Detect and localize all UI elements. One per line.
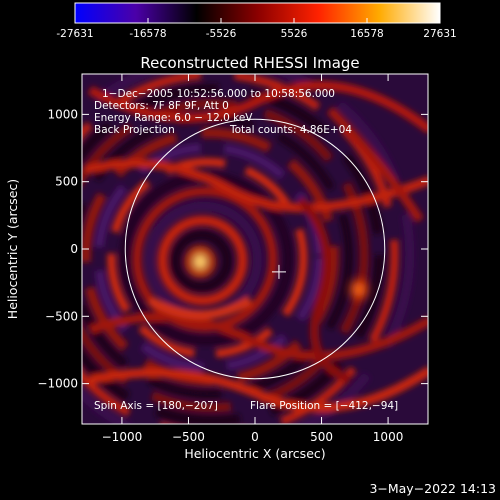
ripple-band bbox=[296, 196, 352, 385]
x-tick-label: 500 bbox=[310, 430, 333, 444]
y-tick-label: 500 bbox=[55, 175, 78, 189]
time-range-label: 1−Dec−2005 10:52:56.000 to 10:58:56.000 bbox=[102, 88, 335, 100]
colorbar-tick-label: 27631 bbox=[423, 28, 456, 40]
hotspot bbox=[186, 245, 215, 278]
ripple-ring bbox=[82, 84, 385, 424]
method-label: Back Projection bbox=[94, 124, 175, 136]
plot-area: −1000 −500 0 500 1000 −1000 −500 0 500 1000 1−Dec… bbox=[37, 73, 429, 444]
ripple-ring bbox=[94, 142, 324, 372]
spin-axis-label: Spin Axis = [180,−207] bbox=[94, 400, 218, 412]
x-tick-label: −1000 bbox=[102, 430, 143, 444]
x-axis-label: Heliocentric X (arcsec) bbox=[184, 446, 325, 461]
ripple-ring bbox=[157, 215, 248, 306]
ripple-band bbox=[147, 296, 253, 320]
colorbar-tick-label: -16578 bbox=[129, 28, 166, 40]
energy-range-label: Energy Range: 6.0 − 12.0 keV bbox=[94, 112, 253, 124]
colorbar-gradient bbox=[74, 2, 441, 24]
crosshair-marker bbox=[271, 264, 286, 279]
colorbar-tick-label: -5526 bbox=[206, 28, 237, 40]
detectors-label: Detectors: 7F 8F 9F, Att 0 bbox=[94, 100, 229, 112]
hotspot bbox=[347, 276, 370, 303]
colorbar: -27631 -16578 -5526 5526 16578 27631 bbox=[56, 2, 457, 40]
ripple-ring bbox=[170, 230, 232, 292]
ripple-ring bbox=[107, 158, 308, 359]
colorbar-tick-label: 16578 bbox=[350, 28, 383, 40]
ripple-band bbox=[87, 80, 428, 134]
footer-timestamp: 3−May−2022 14:13 bbox=[369, 481, 496, 496]
axis-ticks: −1000 −500 0 500 1000 −1000 −500 0 500 1000 bbox=[37, 74, 428, 444]
hotspots bbox=[186, 245, 370, 303]
heatmap-image bbox=[82, 74, 428, 424]
colorbar-ticks: -27631 -16578 -5526 5526 16578 27631 bbox=[56, 18, 457, 40]
y-tick-label: 1000 bbox=[47, 107, 78, 121]
ripple-ring bbox=[82, 99, 369, 413]
colorbar-tick-label: 5526 bbox=[281, 28, 308, 40]
y-axis-label: Heliocentric Y (arcsec) bbox=[5, 179, 20, 319]
y-tick-label: −500 bbox=[45, 309, 78, 323]
ripple-band bbox=[326, 106, 424, 223]
ripple-band bbox=[83, 158, 428, 213]
ripple-pattern bbox=[82, 74, 428, 424]
total-counts-label: Total counts: 4.86E+04 bbox=[229, 124, 352, 136]
y-tick-label: 0 bbox=[70, 242, 78, 256]
flare-position-label: Flare Position = [−412,−94] bbox=[250, 400, 398, 412]
x-tick-label: −500 bbox=[172, 430, 205, 444]
ripple-band bbox=[88, 312, 428, 361]
ripple-band bbox=[89, 366, 428, 413]
colorbar-tick-label: -27631 bbox=[56, 28, 93, 40]
x-tick-label: 1000 bbox=[373, 430, 404, 444]
chart-title: Reconstructed RHESSI Image bbox=[140, 54, 359, 72]
y-tick-label: −1000 bbox=[37, 377, 78, 391]
ripple-ring bbox=[82, 74, 399, 424]
x-tick-label: 0 bbox=[251, 430, 259, 444]
ripple-ring bbox=[82, 74, 415, 424]
solar-limb-circle bbox=[124, 118, 386, 380]
